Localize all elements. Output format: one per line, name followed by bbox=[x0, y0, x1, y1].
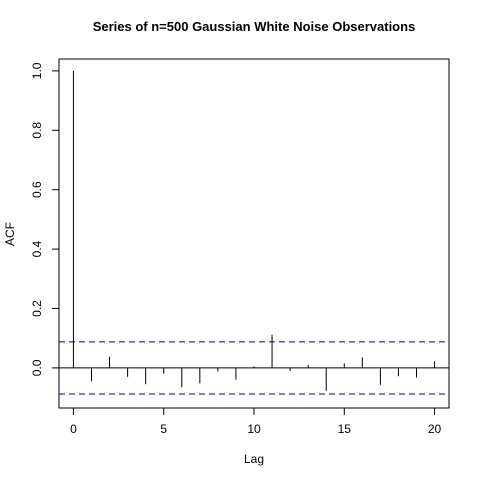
y-tick-label-0: 0.0 bbox=[30, 359, 44, 376]
chart-title: Series of n=500 Gaussian White Noise Obs… bbox=[93, 19, 416, 34]
plot-frame bbox=[58, 58, 450, 409]
x-tick-label-10: 10 bbox=[247, 422, 261, 436]
y-tick-label-2: 0.4 bbox=[30, 240, 44, 257]
x-tick-label-20: 20 bbox=[428, 422, 442, 436]
x-tick-label-5: 5 bbox=[160, 422, 167, 436]
plot-area: 0 5 10 15 20 0.0 0.2 0.4 0.6 0.8 1.0 bbox=[30, 58, 450, 436]
x-axis-label: Lag bbox=[244, 452, 264, 466]
y-axis-label: ACF bbox=[3, 222, 17, 246]
y-tick-label-5: 1.0 bbox=[30, 62, 44, 79]
x-tick-label-0: 0 bbox=[70, 422, 77, 436]
y-tick-label-3: 0.6 bbox=[30, 181, 44, 198]
y-tick-label-4: 0.8 bbox=[30, 122, 44, 139]
y-tick-label-1: 0.2 bbox=[30, 300, 44, 317]
x-tick-label-15: 15 bbox=[338, 422, 352, 436]
